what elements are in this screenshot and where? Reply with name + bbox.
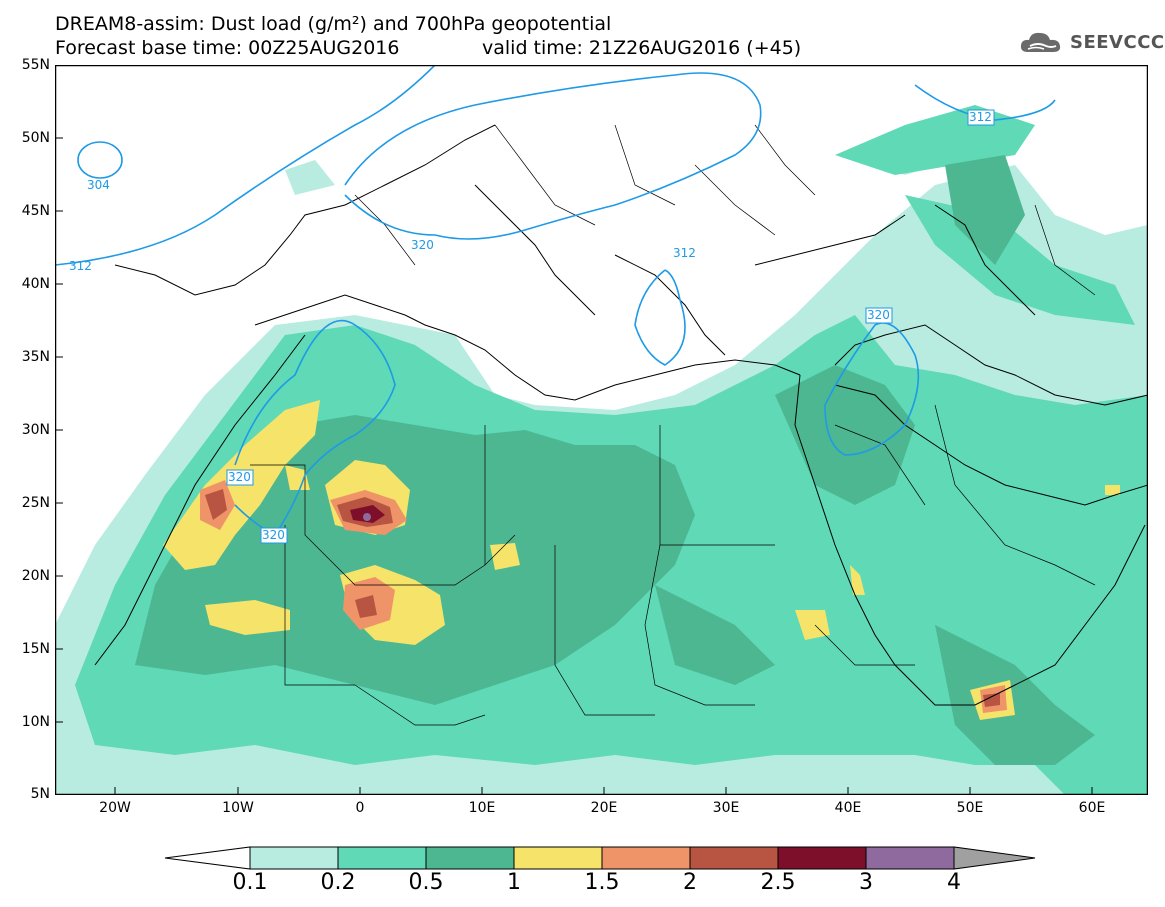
lat-label: 50N [21,130,50,146]
map-title: DREAM8-assim: Dust load (g/m²) and 700hP… [55,13,612,35]
lon-label: 50E [956,800,984,816]
lat-label: 30N [21,422,50,438]
seevccc-logo: SEEVCCC [1018,26,1165,58]
colorbar-segment [777,846,867,870]
lon-label: 20E [590,800,618,816]
forecast-base-time: Forecast base time: 00Z25AUG2016 [55,37,400,59]
lat-label: 40N [21,276,50,292]
colorbar-label: 0.5 [408,870,444,895]
colorbar-segment [249,846,339,870]
colorbar [164,846,1036,870]
lat-label: 25N [21,495,50,511]
lat-label: 5N [30,786,50,802]
lat-label: 45N [21,203,50,219]
lon-label: 30E [712,800,740,816]
colorbar-label: 0.1 [232,870,268,895]
geopotential-contours [55,65,1056,537]
lon-label: 40E [834,800,862,816]
lat-label: 35N [21,349,50,365]
dust-layer-purple [363,513,371,521]
colorbar-segment [865,846,955,870]
cloud-icon [1020,32,1061,52]
contour-labels: 304 312 320 320 320 312 320 312 [69,109,995,544]
logo-text: SEEVCCC [1070,31,1165,53]
colorbar-segment [425,846,515,870]
colorbar-label: 0.2 [320,870,356,895]
colorbar-segment [689,846,779,870]
lon-label: 10E [468,800,496,816]
lon-label: 60E [1078,800,1106,816]
lat-label: 55N [21,57,50,73]
colorbar-label: 1 [507,870,521,895]
dust-map: 304 312 320 320 320 312 320 312 [55,65,1148,795]
contour-label: 320 [867,308,890,322]
contour-label: 320 [262,528,285,542]
lon-label: 0 [355,800,365,816]
colorbar-label: 4 [947,870,961,895]
contour-label: 312 [969,110,992,124]
colorbar-label: 2 [683,870,697,895]
colorbar-segment [164,846,251,870]
coastlines [94,124,1148,706]
colorbar-label: 2.5 [760,870,796,895]
contour-label: 320 [411,238,434,252]
lat-label: 15N [21,641,50,657]
lon-label: 10W [222,800,254,816]
colorbar-segment [337,846,427,870]
tick-marks [55,137,1093,795]
lat-label: 10N [21,714,50,730]
country-borders [250,124,1096,726]
colorbar-label: 3 [859,870,873,895]
lat-label: 20N [21,568,50,584]
lon-label: 20W [99,800,131,816]
contour-label: 304 [87,178,110,192]
dust-layer-brown [205,489,1000,707]
colorbar-segment [513,846,603,870]
contour-label: 312 [69,259,92,273]
contour-label: 312 [673,246,696,260]
contour-label: 320 [228,470,251,484]
colorbar-label: 1.5 [584,870,620,895]
colorbar-segment [953,846,1036,870]
colorbar-segment [601,846,691,870]
valid-time: valid time: 21Z26AUG2016 (+45) [482,37,802,59]
